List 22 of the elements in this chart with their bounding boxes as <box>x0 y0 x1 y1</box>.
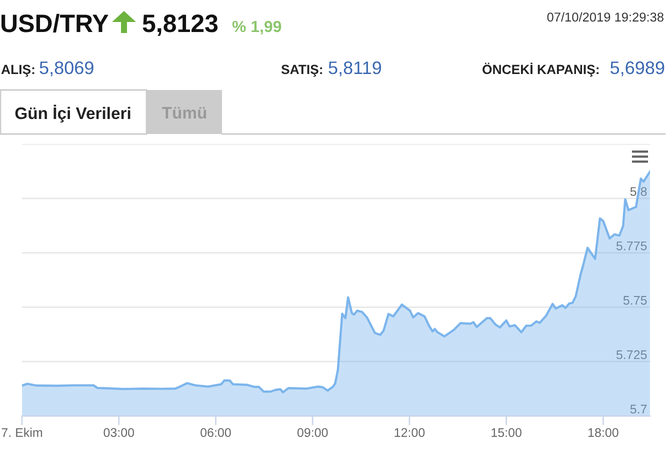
text: 5,6989 <box>610 61 664 76</box>
chart-title: USD/TRY <box>2 14 108 32</box>
y-tick-label: 5.725 <box>616 350 647 360</box>
text: 5,8119 <box>328 61 382 76</box>
text: 5,8123 <box>142 14 218 36</box>
x-tick-label: 15:00 <box>492 428 522 437</box>
text: ÖNCEKİ KAPANIŞ: <box>482 62 599 77</box>
y-tick-label: 5.75 <box>623 296 647 305</box>
text: ALIŞ: <box>1 64 34 77</box>
text: 5,8069 <box>40 61 94 76</box>
text: Gün İçi Verileri <box>15 104 130 122</box>
x-tick-label: 09:00 <box>297 428 328 437</box>
x-tick-label: 06:00 <box>200 428 231 437</box>
x-tick-label: 7. Ekim <box>2 428 42 437</box>
x-tick-label: 03:00 <box>104 428 134 437</box>
x-tick-label: 12:00 <box>394 428 425 437</box>
y-tick-label: 5.7 <box>630 404 647 414</box>
text: % 1,99 <box>232 20 282 34</box>
text: SATIŞ: <box>281 64 322 77</box>
y-tick-label: 5.775 <box>616 242 647 250</box>
x-tick-label: 18:00 <box>588 428 618 437</box>
text: 07/10/2019 19:29:38 <box>547 12 664 22</box>
